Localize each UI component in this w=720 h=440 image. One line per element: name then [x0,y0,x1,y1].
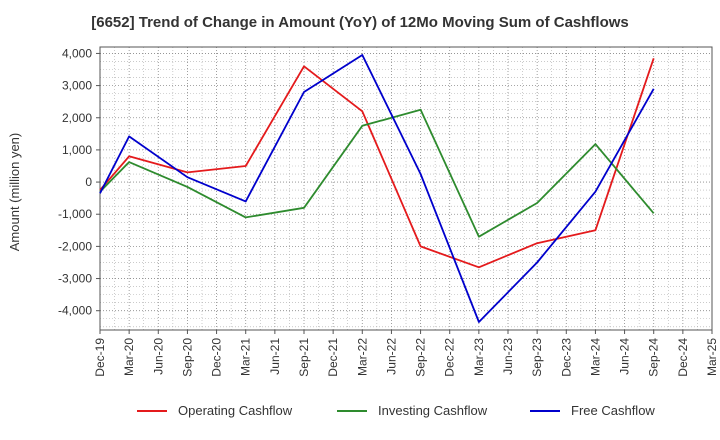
free-cashflow-line [99,54,655,323]
investing-cashflow-line [99,108,655,238]
y-tick-label: 1,000 [62,143,92,157]
x-tick-label: Dec-23 [559,338,573,377]
x-tick-label: Jun-21 [268,338,282,375]
x-tick-label: Jun-23 [501,338,515,375]
x-tick-label: Mar-25 [705,338,719,376]
y-axis: -4,000 -3,000 -2,000 -1,000 0 1,000 2,000 3,000… [58,46,100,318]
y-tick-label: -1,000 [58,207,92,221]
legend-label-free-cashflow: Free Cashflow [571,403,655,418]
x-tick-label: Sep-22 [414,338,428,377]
y-tick-label: -3,000 [58,272,92,286]
x-tick-label: Jun-22 [384,338,398,375]
x-tick-label: Dec-19 [93,338,107,377]
x-tick-label: Sep-23 [530,338,544,377]
chart-title: [6652] Trend of Change in Amount (YoY) o… [91,14,629,31]
x-tick-label: Dec-21 [326,338,340,377]
legend-label-investing-cashflow: Investing Cashflow [378,403,488,418]
y-tick-label: 3,000 [62,79,92,93]
x-tick-label: Mar-21 [239,338,253,376]
x-tick-label: Mar-24 [588,338,602,376]
y-axis-title: Amount (million yen) [7,133,22,252]
x-tick-label: Jun-20 [151,338,165,375]
y-tick-label: 2,000 [62,111,92,125]
x-tick-label: Mar-23 [472,338,486,376]
x-tick-label: Sep-21 [297,338,311,377]
x-tick-label: Mar-20 [122,338,136,376]
y-tick-label: -4,000 [58,304,92,318]
series-layer [99,54,655,323]
x-tick-label: Dec-22 [443,338,457,377]
x-tick-label: Dec-24 [676,338,690,377]
y-tick-label: 4,000 [62,46,92,60]
grid-layer [99,47,713,330]
legend: Operating Cashflow Investing Cashflow Free… [137,403,655,418]
y-tick-label: -2,000 [58,239,92,253]
x-tick-label: Dec-20 [210,338,224,377]
plot-frame [99,46,713,331]
x-tick-label: Mar-22 [355,338,369,376]
x-tick-label: Sep-20 [180,338,194,377]
x-tick-label: Jun-24 [618,338,632,375]
legend-label-operating-cashflow: Operating Cashflow [178,403,293,418]
x-tick-label: Sep-24 [647,338,661,377]
y-tick-label: 0 [85,175,92,189]
x-axis: Dec-19 Mar-20 Jun-20 Sep-20 Dec-20 Mar-21 Jun-… [93,330,719,377]
